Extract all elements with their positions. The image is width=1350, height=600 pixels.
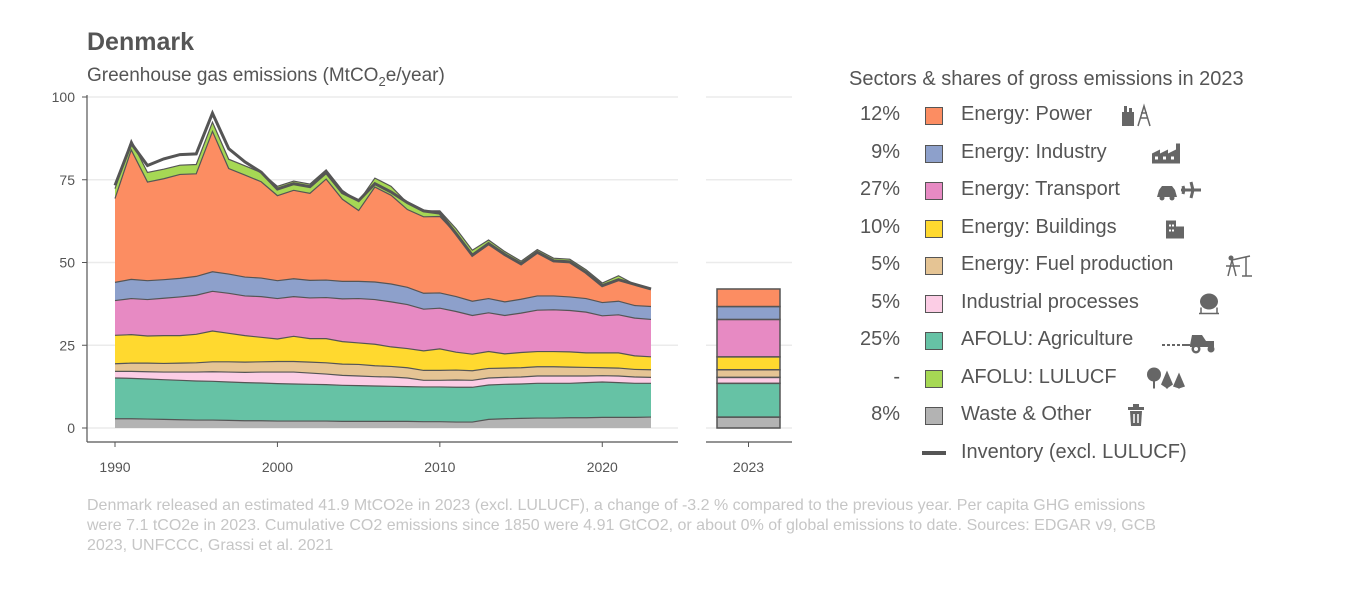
legend-label: Energy: Transport	[961, 178, 1120, 200]
legend-swatch	[925, 294, 943, 313]
factory-icon	[1152, 143, 1180, 164]
area-energy-fuel-production	[115, 361, 651, 381]
bar-segment-energy-power	[716, 288, 781, 308]
legend-label: Energy: Buildings	[961, 215, 1117, 238]
legend-label: Energy: Industry	[961, 140, 1107, 163]
cement-mixer-icon	[1199, 293, 1219, 315]
footnote: Denmark released an estimated 41.9 MtCO2…	[87, 497, 1156, 554]
area-boundary	[114, 360, 652, 372]
area-boundary	[114, 290, 652, 321]
legend-swatch	[925, 107, 943, 125]
legend-swatch	[925, 407, 943, 425]
legend-title: Sectors & shares of gross emissions in 2…	[849, 68, 1244, 90]
bar-segment-energy-transport	[716, 318, 781, 358]
buildings-icon	[1166, 220, 1184, 239]
legend-label: AFOLU: LULUCF	[961, 365, 1117, 388]
legend-share: 8%	[871, 403, 900, 425]
tractor-icon	[1162, 335, 1215, 354]
bar-segment-afolu-agriculture	[716, 382, 781, 418]
legend-label: Waste & Other	[961, 403, 1092, 425]
bar-segment-energy-buildings	[716, 356, 781, 371]
oil-rig-icon	[1226, 255, 1252, 277]
bar-segment-industrial-processes	[716, 376, 781, 385]
chart-title: Denmark	[87, 28, 194, 56]
x-tick-label: 2000	[262, 459, 293, 475]
bar-segment-waste-other	[716, 416, 781, 429]
legend-swatch	[925, 182, 943, 200]
area-energy-transport	[115, 291, 651, 357]
legend-label: AFOLU: Agriculture	[961, 328, 1134, 350]
area-industrial-processes	[115, 371, 651, 388]
legend-swatch	[925, 332, 943, 350]
legend-icons	[1122, 103, 1252, 426]
legend-share: 10%	[859, 215, 900, 238]
y-tick-label: 100	[52, 89, 76, 105]
inventory-line	[113, 109, 652, 291]
legend-share: 27%	[859, 178, 900, 200]
area-boundary	[114, 271, 652, 308]
area-boundary	[114, 377, 651, 388]
legend-swatch	[925, 369, 943, 388]
area-boundary	[114, 330, 652, 358]
legend-share: 25%	[859, 328, 900, 350]
area-boundary	[114, 120, 652, 290]
power-plant-icon	[1122, 103, 1151, 127]
x-tick-label: 2010	[424, 459, 455, 475]
legend-inventory-line	[922, 450, 946, 455]
legend-label-inventory: Inventory (excl. LULUCF)	[961, 440, 1187, 463]
y-tick-label: 0	[67, 420, 75, 436]
legend-swatch	[925, 219, 943, 238]
bar-segment-energy-fuel-production	[716, 368, 781, 379]
x-tick-label-2023: 2023	[733, 459, 764, 475]
y-tick-label: 50	[59, 255, 75, 271]
trees-icon	[1147, 367, 1185, 389]
x-tick-label: 1990	[99, 459, 130, 475]
y-tick-label: 75	[59, 172, 75, 188]
legend-label: Energy: Fuel production	[961, 253, 1174, 275]
trash-icon	[1128, 404, 1144, 426]
legend-swatch	[925, 144, 943, 163]
area-boundary	[115, 370, 652, 381]
legend-share: 9%	[871, 140, 900, 163]
legend-share: 12%	[859, 103, 900, 125]
area-energy-industry	[115, 271, 651, 320]
car-plane-icon	[1157, 181, 1201, 201]
chart-axes: 0 25 50 75 100 1990 2000 2010 2020 2023	[52, 89, 792, 475]
legend-label: Industrial processes	[961, 290, 1139, 313]
legend-share: 5%	[871, 253, 900, 275]
y-tick-label: 25	[59, 337, 75, 353]
x-tick-label: 2020	[587, 459, 618, 475]
legend-label: Energy: Power	[961, 103, 1093, 125]
legend-swatch	[925, 257, 943, 275]
legend-share: -	[893, 365, 900, 388]
stacked-areas	[113, 109, 652, 428]
area-boundary	[115, 416, 652, 423]
chart-subtitle: Greenhouse gas emissions (MtCO2e/year)	[87, 65, 445, 89]
legend-share: 5%	[871, 290, 900, 313]
bar-segment-energy-industry	[716, 305, 781, 321]
area-energy-buildings	[115, 331, 651, 371]
year-2023-bar	[716, 288, 781, 429]
area-afolu-agriculture	[115, 378, 651, 423]
area-waste-other	[115, 417, 651, 428]
